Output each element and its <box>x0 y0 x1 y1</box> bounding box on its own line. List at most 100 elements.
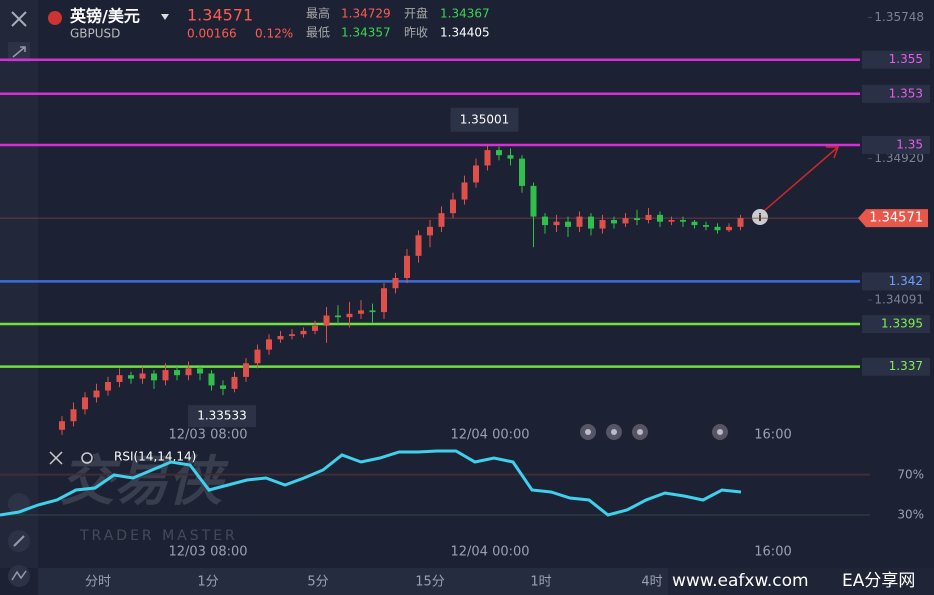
candle-body <box>726 226 732 231</box>
candle-body <box>220 385 226 389</box>
level-label: 1.35 <box>896 137 923 151</box>
stat-label: 最高 <box>306 6 330 21</box>
tool-icon[interactable] <box>8 493 30 587</box>
trend-arrow <box>756 146 840 218</box>
watermark-subtitle: TRADER MASTER <box>79 528 238 544</box>
candle-body <box>553 221 560 226</box>
level-box <box>862 357 930 376</box>
low-label: 1.33533 <box>197 409 247 423</box>
stat-label: 昨收 <box>404 26 428 40</box>
candle-body <box>622 218 629 224</box>
candle-body <box>657 214 663 222</box>
candle-body <box>576 216 583 227</box>
level-label: 1.337 <box>889 359 923 373</box>
stat-value: 1.34367 <box>440 7 490 21</box>
candle-body <box>565 221 571 227</box>
toolbar <box>0 0 38 568</box>
y-tick-label: 1.35748 <box>874 10 924 24</box>
watermark-site: www.eafxw.com <box>672 571 809 591</box>
candle-body <box>312 325 318 331</box>
candle-body <box>70 409 77 422</box>
candle-body <box>473 165 479 183</box>
current-price-label: 1.34571 <box>869 211 923 226</box>
candle-body <box>450 199 456 214</box>
candle-body <box>369 310 376 313</box>
candle-body <box>484 150 491 166</box>
x-tick-label: 12/04 00:00 <box>450 428 529 443</box>
level-box <box>862 84 930 103</box>
watermark-bar <box>668 568 934 595</box>
tab[interactable]: 1分 <box>197 575 218 590</box>
x-tick-label: 12/03 08:00 <box>168 428 247 443</box>
tab[interactable]: 4时 <box>641 575 662 590</box>
candle-body <box>93 390 100 398</box>
candle-body <box>404 255 410 278</box>
stat-value: 1.34405 <box>440 26 490 40</box>
candle-body <box>335 315 341 318</box>
level-box <box>862 315 930 334</box>
symbol: GBPUSD <box>70 27 120 41</box>
candle-body <box>588 216 594 229</box>
low-label-box <box>188 405 256 428</box>
candle-body <box>197 368 203 374</box>
x-tick-label: 16:00 <box>754 428 791 443</box>
candle-body <box>59 421 65 430</box>
price: 1.34571 <box>187 6 253 25</box>
tab[interactable]: 1时 <box>530 575 551 590</box>
candle-body <box>289 334 295 336</box>
candle-body <box>128 375 134 379</box>
rsi-controls[interactable] <box>49 451 93 465</box>
candle-body <box>277 335 284 340</box>
candle-body <box>300 330 307 335</box>
stat-value: 1.34357 <box>341 26 391 40</box>
expand-button[interactable] <box>8 42 30 62</box>
rsi-tick-label: 30% <box>897 508 924 522</box>
candle-body <box>392 277 399 289</box>
dropdown-icon[interactable] <box>161 14 169 20</box>
candle-body <box>82 397 88 410</box>
candle-body <box>680 220 686 222</box>
candle-body <box>645 214 652 220</box>
x-tick-label: 12/04 00:00 <box>450 545 529 560</box>
tab[interactable]: 分时 <box>85 575 111 590</box>
candle-body <box>415 235 422 256</box>
info-icon[interactable]: i <box>752 209 768 225</box>
x-tick-label: 16:00 <box>754 545 791 560</box>
watermark-site-name: EA分享网 <box>842 571 915 591</box>
candle-body <box>599 220 606 229</box>
rsi-tick-label: 70% <box>897 468 924 482</box>
candle-body <box>691 221 698 226</box>
level-box <box>862 135 930 154</box>
tab[interactable]: 15分 <box>415 575 445 590</box>
tab[interactable]: 5分 <box>307 575 328 590</box>
high-label: 1.35001 <box>460 112 510 126</box>
candle-body <box>174 370 180 376</box>
candle-body <box>634 218 640 220</box>
candle-body <box>185 368 192 376</box>
level-label: 1.3395 <box>881 317 923 331</box>
candle-body <box>381 288 387 313</box>
candle-body <box>254 349 261 364</box>
candle-body <box>737 218 744 227</box>
level-box <box>862 50 930 69</box>
candle-body <box>668 220 675 222</box>
scroll-dot-core <box>585 429 723 435</box>
level-label: 1.342 <box>889 274 923 288</box>
pair-name[interactable]: 英镑/美元 <box>69 7 140 26</box>
candle-body <box>427 226 433 236</box>
candle-body <box>438 213 445 227</box>
change-pct: 0.12% <box>255 27 293 41</box>
candle-body <box>151 373 157 381</box>
candle-body <box>507 155 514 159</box>
candle-body <box>139 373 146 379</box>
change: 0.00166 <box>187 27 237 41</box>
candle-body <box>542 216 548 226</box>
y-tick-label: 1.34091 <box>874 292 924 306</box>
candle-body <box>530 185 537 217</box>
close-button[interactable] <box>11 11 27 27</box>
candle-body <box>358 310 364 314</box>
candle-body <box>714 226 721 231</box>
